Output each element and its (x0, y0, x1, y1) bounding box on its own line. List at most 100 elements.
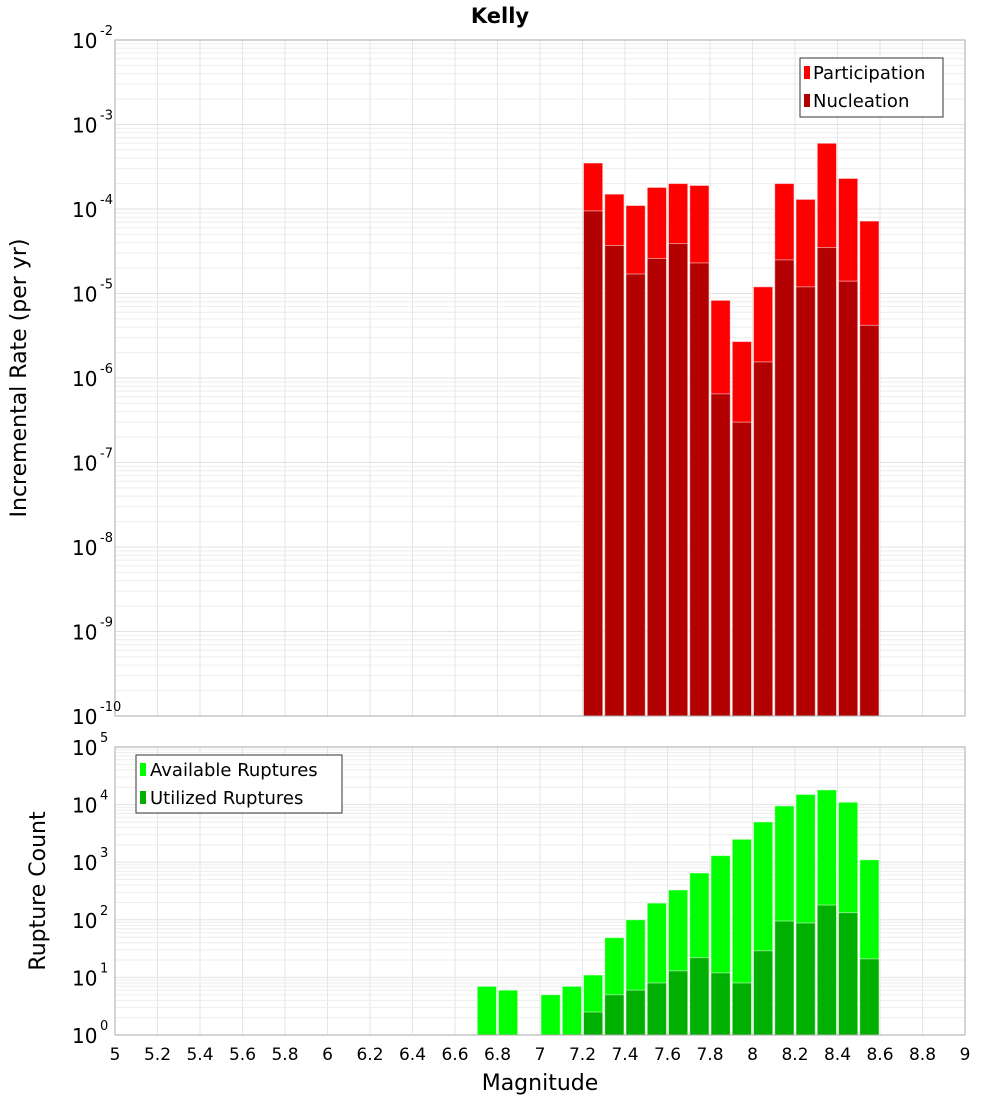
x-tick-label: 7.8 (696, 1045, 723, 1065)
legend-label-utilized: Utilized Ruptures (150, 788, 303, 809)
top-bar-nucleation (795, 286, 816, 717)
bottom-bar-available-ruptures (498, 989, 519, 1036)
x-tick-label: 5.6 (229, 1045, 256, 1065)
y-tick-exponent: -8 (100, 531, 113, 546)
x-tick-label: 5 (110, 1045, 121, 1065)
x-tick-label: 8.6 (866, 1045, 893, 1065)
bottom-bar-utilized-ruptures (710, 972, 731, 1036)
x-tick-label: 5.8 (271, 1045, 298, 1065)
top-bar-nucleation (816, 247, 837, 717)
bottom-bar-utilized-ruptures (583, 1011, 604, 1036)
y-tick-label: 10 (72, 367, 97, 391)
legend-swatch-available (140, 763, 146, 776)
x-tick-label: 5.4 (186, 1045, 213, 1065)
top-y-axis-label: Incremental Rate (per yr) (7, 239, 32, 518)
x-tick-label: 6.8 (484, 1045, 511, 1065)
x-tick-label: 6.4 (399, 1045, 426, 1065)
y-tick-label: 10 (72, 621, 97, 645)
x-tick-label: 6 (322, 1045, 333, 1065)
bottom-bar-available-ruptures (561, 985, 582, 1036)
chart-title: Kelly (471, 4, 530, 28)
bottom-y-axis-label: Rupture Count (26, 811, 51, 971)
y-tick-exponent: -4 (100, 193, 113, 208)
top-bar-nucleation (646, 257, 667, 717)
y-tick-exponent: 1 (100, 961, 108, 976)
top-legend: Participation Nucleation (799, 57, 944, 118)
top-bar-nucleation (774, 259, 795, 717)
top-plot-frame (114, 39, 966, 717)
bottom-legend: Available Ruptures Utilized Ruptures (135, 754, 343, 814)
x-tick-label: 7.2 (569, 1045, 596, 1065)
legend-swatch-utilized (140, 791, 146, 804)
bottom-plot-frame (114, 746, 966, 1036)
x-tick-label: 7 (535, 1045, 546, 1065)
y-tick-exponent: 4 (100, 789, 108, 804)
x-tick-label: 5.2 (144, 1045, 171, 1065)
top-bar-nucleation (668, 243, 689, 717)
legend-swatch-participation (804, 66, 810, 79)
y-tick-exponent: -10 (100, 700, 121, 715)
bottom-bars (476, 789, 880, 1036)
x-axis-label: Magnitude (482, 1071, 599, 1096)
y-tick-exponent: 0 (100, 1019, 108, 1034)
x-tick-label: 7.4 (611, 1045, 638, 1065)
top-bars (583, 142, 880, 717)
x-tick-label: 9 (960, 1045, 971, 1065)
y-tick-exponent: -3 (100, 109, 113, 124)
y-tick-label: 10 (72, 966, 97, 990)
bottom-bar-utilized-ruptures (668, 970, 689, 1036)
bottom-bar-utilized-ruptures (689, 957, 710, 1036)
top-bar-nucleation (859, 324, 880, 717)
y-tick-exponent: 5 (100, 731, 108, 746)
y-tick-exponent: -5 (100, 278, 113, 293)
bottom-bar-utilized-ruptures (816, 904, 837, 1036)
y-tick-label: 10 (72, 29, 97, 53)
legend-label-nucleation: Nucleation (813, 91, 909, 112)
top-bar-nucleation (604, 244, 625, 717)
y-tick-label: 10 (72, 736, 97, 760)
bottom-bar-utilized-ruptures (838, 912, 859, 1036)
top-bar-nucleation (753, 361, 774, 717)
top-bar-nucleation (710, 393, 731, 717)
bottom-bar-utilized-ruptures (604, 994, 625, 1036)
bottom-bar-utilized-ruptures (646, 982, 667, 1036)
top-bar-nucleation (689, 262, 710, 717)
bottom-bar-utilized-ruptures (774, 920, 795, 1036)
y-tick-label: 10 (72, 283, 97, 307)
x-tick-label: 6.2 (356, 1045, 383, 1065)
y-tick-label: 10 (72, 1024, 97, 1048)
bottom-bar-utilized-ruptures (731, 982, 752, 1036)
x-tick-label: 8 (747, 1045, 758, 1065)
y-tick-label: 10 (72, 851, 97, 875)
y-tick-label: 10 (72, 536, 97, 560)
y-tick-exponent: -7 (100, 447, 113, 462)
x-tick-label: 8.4 (824, 1045, 851, 1065)
legend-swatch-nucleation (804, 94, 810, 107)
y-tick-exponent: -9 (100, 616, 113, 631)
x-ticks: 5 5.2 5.4 5.6 5.8 6 6.2 6.4 6.6 6.8 7 7.2 7.4 7.6 7.8 8… (110, 1045, 971, 1065)
legend-label-participation: Participation (813, 63, 925, 84)
top-bar-nucleation (583, 210, 604, 717)
bottom-bar-utilized-ruptures (795, 922, 816, 1036)
top-gridlines (115, 40, 965, 717)
x-tick-label: 8.2 (781, 1045, 808, 1065)
x-tick-label: 8.8 (909, 1045, 936, 1065)
legend-label-available: Available Ruptures (150, 760, 318, 781)
y-tick-label: 10 (72, 114, 97, 138)
top-bar-nucleation (731, 421, 752, 717)
y-tick-label: 10 (72, 452, 97, 476)
y-tick-exponent: 2 (100, 904, 108, 919)
x-tick-label: 7.6 (654, 1045, 681, 1065)
y-tick-label: 10 (72, 909, 97, 933)
y-tick-exponent: -6 (100, 362, 113, 377)
y-tick-label: 10 (72, 198, 97, 222)
bottom-bar-utilized-ruptures (753, 950, 774, 1036)
bottom-bar-available-ruptures (476, 985, 497, 1036)
y-tick-exponent: 3 (100, 846, 108, 861)
y-tick-label: 10 (72, 794, 97, 818)
x-tick-label: 6.6 (441, 1045, 468, 1065)
y-tick-exponent: -2 (100, 24, 113, 39)
bottom-bar-utilized-ruptures (859, 958, 880, 1036)
